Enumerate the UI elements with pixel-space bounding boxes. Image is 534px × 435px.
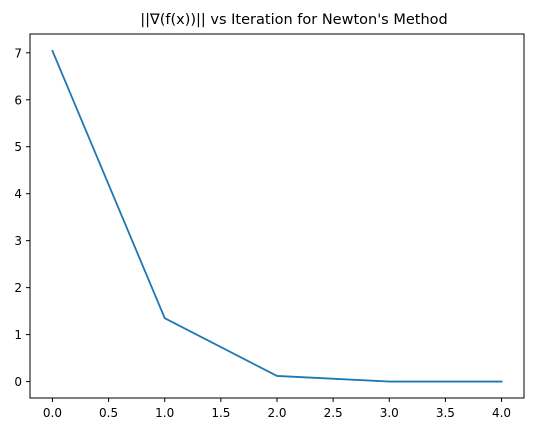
y-tick-label: 2 xyxy=(14,281,22,295)
x-tick-label: 3.5 xyxy=(436,406,455,420)
y-tick-label: 1 xyxy=(14,328,22,342)
chart-title: ||∇(f(x))|| vs Iteration for Newton's Me… xyxy=(140,12,447,28)
series-line xyxy=(51,49,503,383)
y-tick-label: 3 xyxy=(14,234,22,248)
x-tick-label: 1.0 xyxy=(155,406,174,420)
x-tick-label: 4.0 xyxy=(492,406,511,420)
y-tick-label: 4 xyxy=(14,187,22,201)
x-axis: 0.0 0.5 1.0 1.5 2.0 2.5 3.0 3.5 4.0 xyxy=(43,398,511,420)
plot-frame xyxy=(29,33,525,399)
y-axis: 0 1 2 3 4 5 6 7 xyxy=(14,46,30,389)
x-tick-label: 1.5 xyxy=(211,406,230,420)
y-tick-label: 7 xyxy=(14,46,22,60)
x-tick-label: 2.5 xyxy=(324,406,343,420)
x-tick-label: 3.0 xyxy=(380,406,399,420)
series-layer xyxy=(51,49,503,383)
y-tick-label: 6 xyxy=(14,93,22,107)
x-tick-label: 0.0 xyxy=(43,406,62,420)
x-tick-label: 0.5 xyxy=(99,406,118,420)
y-tick-label: 5 xyxy=(14,140,22,154)
y-tick-label: 0 xyxy=(14,375,22,389)
x-tick-label: 2.0 xyxy=(267,406,286,420)
